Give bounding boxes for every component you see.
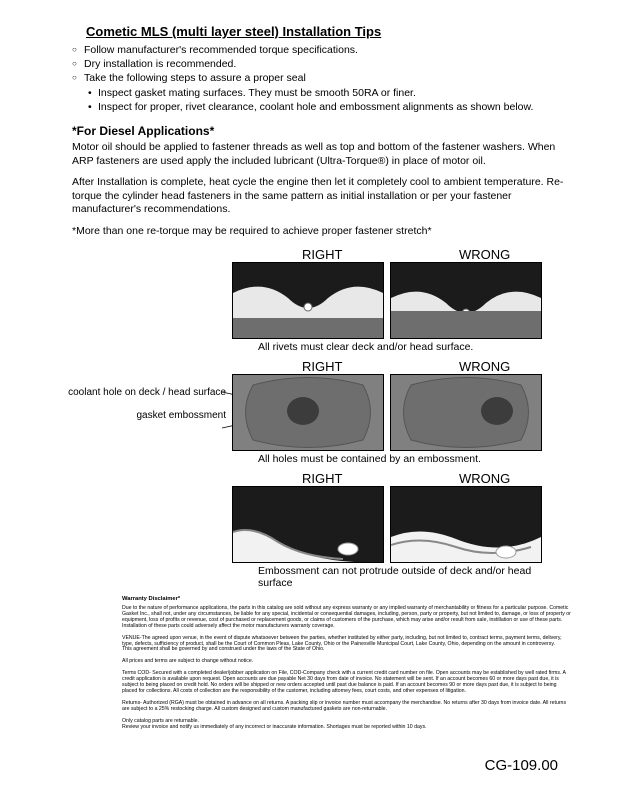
diagram-block-3: RIGHT WRONG: [48, 471, 578, 589]
disclaimer-p: Terms COD- Secured with a completed deal…: [122, 671, 572, 695]
right-label: RIGHT: [258, 359, 415, 374]
diagram-block-1: RIGHT WRONG: [48, 247, 578, 353]
caption-3: Embossment can not protrude outside of d…: [258, 565, 558, 589]
bullet-list: Follow manufacturer's recommended torque…: [72, 43, 578, 114]
wrong-label: WRONG: [415, 359, 572, 374]
sub-bullet-item: Inspect gasket mating surfaces. They mus…: [72, 86, 578, 100]
coolant-hole-label: coolant hole on deck / head surface: [48, 386, 226, 399]
diagram-hole-wrong: [390, 374, 542, 451]
right-label: RIGHT: [258, 471, 415, 486]
disclaimer-p: Returns- Authorized (RGA) must be obtain…: [122, 701, 572, 713]
wrong-label: WRONG: [415, 471, 572, 486]
bullet-item: Take the following steps to assure a pro…: [72, 71, 578, 85]
gasket-embossment-label: gasket embossment: [48, 409, 226, 422]
disclaimer-p: All prices and terms are subject to chan…: [122, 659, 572, 665]
bullet-item: Dry installation is recommended.: [72, 57, 578, 71]
diesel-p3: *More than one re-torque may be required…: [72, 225, 578, 239]
sub-bullet-item: Inspect for proper, rivet clearance, coo…: [72, 100, 578, 114]
caption-1: All rivets must clear deck and/or head s…: [258, 341, 578, 353]
diesel-p2: After Installation is complete, heat cyc…: [72, 176, 578, 217]
disclaimer-p: Due to the nature of performance applica…: [122, 606, 572, 630]
page-title: Cometic MLS (multi layer steel) Installa…: [86, 24, 578, 39]
diagram-rivet-wrong: [390, 262, 542, 339]
right-label: RIGHT: [258, 247, 415, 262]
disclaimer-p: VENUE-The agreed upon venue, in the even…: [122, 636, 572, 654]
diagram-emboss-wrong: [390, 486, 542, 563]
wrong-label: WRONG: [415, 247, 572, 262]
diagram-rivet-right: [232, 262, 384, 339]
disclaimer-title: Warranty Disclaimer*: [122, 596, 572, 603]
warranty-disclaimer: Warranty Disclaimer* Due to the nature o…: [122, 596, 572, 737]
page-code: CG-109.00: [485, 757, 558, 774]
diagram-emboss-right: [232, 486, 384, 563]
caption-2: All holes must be contained by an emboss…: [258, 453, 578, 465]
disclaimer-p: Only catalog parts are returnable. Revie…: [122, 719, 572, 731]
diesel-heading: *For Diesel Applications*: [72, 124, 578, 138]
diagram-hole-right: [232, 374, 384, 451]
diagram-block-2: RIGHT WRONG coolant hole on deck / head …: [48, 359, 578, 465]
diesel-p1: Motor oil should be applied to fastener …: [72, 141, 578, 168]
bullet-item: Follow manufacturer's recommended torque…: [72, 43, 578, 57]
